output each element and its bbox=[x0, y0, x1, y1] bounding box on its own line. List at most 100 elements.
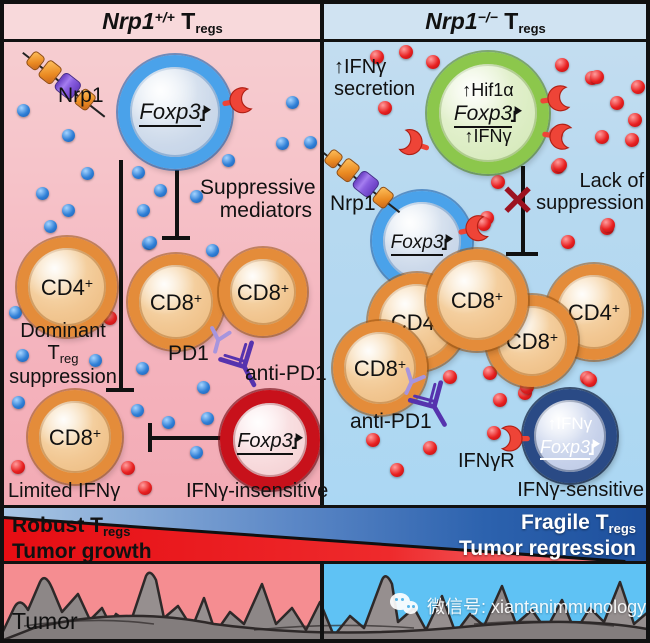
suppression-line-left-long bbox=[119, 160, 123, 390]
suppressive-mediator-dot bbox=[62, 204, 75, 217]
suppressive-mediator-dot bbox=[144, 236, 157, 249]
ifng-dot bbox=[555, 58, 569, 72]
ifng-dot bbox=[378, 101, 392, 115]
ifng-secretion-label: ↑IFNγ secretion bbox=[334, 56, 415, 100]
text-line: Fragile T bbox=[521, 511, 609, 534]
ifng-dot bbox=[631, 80, 645, 94]
inhibition-tbar bbox=[162, 236, 190, 240]
plus-superscript: + bbox=[193, 289, 203, 306]
suppressive-mediator-dot bbox=[136, 362, 149, 375]
cytokine-receptor-icon bbox=[222, 87, 253, 114]
ifng-dot bbox=[493, 393, 507, 407]
text-line: ↑IFNγ bbox=[334, 56, 387, 78]
suppressive-mediator-dot bbox=[190, 446, 203, 459]
ifng-sensitive-treg-cell: ↑IFNγ Foxp3 bbox=[523, 389, 617, 483]
suppressive-mediator-dot bbox=[286, 96, 299, 109]
cd8-tcell: CD8+ bbox=[28, 390, 122, 484]
ifng-dot bbox=[121, 461, 135, 475]
foxp3-gene-label: Foxp3 bbox=[539, 437, 591, 460]
wechat-bubble-small bbox=[403, 601, 418, 614]
robust-fragile-gradient-bar: Robust Tregs Tumor growth Fragile Tregs … bbox=[3, 505, 646, 564]
text-line: mediators bbox=[219, 199, 312, 223]
suppressive-mediator-dot bbox=[132, 166, 145, 179]
ifng-dot bbox=[601, 218, 615, 232]
fragile-tregs-label: Fragile Tregs Tumor regression bbox=[459, 511, 636, 561]
right-panel-title: Nrp1−/− Tregs bbox=[325, 8, 646, 36]
suppressive-mediator-dot bbox=[9, 306, 22, 319]
gene-name: Nrp1 bbox=[102, 8, 155, 34]
promoter-arrow-icon bbox=[442, 233, 454, 250]
ifng-dot bbox=[590, 70, 604, 84]
foxp3-gene-label: Foxp3 bbox=[453, 101, 513, 128]
lack-of-suppression-label: Lack of suppression bbox=[528, 170, 644, 214]
wechat-eye bbox=[401, 598, 404, 601]
nrp1-label: Nrp1 bbox=[330, 192, 376, 215]
suppressive-mediator-dot bbox=[304, 136, 317, 149]
suppressive-mediator-dot bbox=[16, 349, 29, 362]
allele-superscript: −/− bbox=[477, 9, 498, 25]
blocked-suppression-line bbox=[521, 166, 525, 254]
treg-subscript: regs bbox=[195, 21, 223, 36]
foxp3-gene-label: Foxp3 bbox=[139, 99, 201, 127]
ifng-receptor-icon bbox=[500, 425, 530, 452]
fragile-treg-cell: ↑Hif1α Foxp3 ↑IFNγ bbox=[427, 52, 549, 174]
suppressive-mediators-label: Suppressive mediators bbox=[200, 176, 316, 223]
suppressive-mediator-dot bbox=[201, 412, 214, 425]
left-panel-title: Nrp1+/+ Tregs bbox=[4, 8, 321, 36]
treg-t: T bbox=[181, 8, 196, 34]
ifng-up-label: ↑IFNγ bbox=[547, 414, 593, 433]
wechat-eye bbox=[412, 605, 415, 608]
ifng-dot bbox=[628, 113, 642, 127]
ifng-dot bbox=[370, 50, 384, 64]
ifng-dot bbox=[595, 130, 609, 144]
suppressive-mediator-dot bbox=[154, 184, 167, 197]
inhibition-tbar bbox=[148, 423, 152, 452]
foxp3-gene-label: Foxp3 bbox=[390, 231, 444, 256]
text-line: Tumor regression bbox=[459, 536, 636, 560]
plus-superscript: + bbox=[84, 274, 94, 291]
suppression-line-left-short bbox=[175, 170, 179, 238]
ifng-dot bbox=[443, 370, 457, 384]
promoter-arrow-icon bbox=[588, 439, 601, 455]
ifng-dot bbox=[610, 96, 624, 110]
suppressive-mediator-dot bbox=[190, 190, 203, 203]
ifng-dot bbox=[399, 45, 413, 59]
text-line: Robust T bbox=[12, 514, 103, 537]
ifngr-label: IFNγR bbox=[458, 450, 515, 472]
ifng-insensitive-treg-cell: Foxp3 bbox=[220, 390, 320, 490]
treg-t: T bbox=[47, 342, 60, 364]
panel-divider bbox=[320, 4, 324, 505]
suppressive-mediator-dot bbox=[131, 404, 144, 417]
ifng-dot bbox=[366, 433, 380, 447]
watermark: 微信号: xiantanimmunology bbox=[390, 593, 646, 619]
suppressive-mediator-dot bbox=[36, 187, 49, 200]
suppressive-mediator-dot bbox=[137, 204, 150, 217]
watermark-text: 微信号: xiantanimmunology bbox=[427, 597, 647, 617]
ifng-sensitive-label: IFNγ-sensitive bbox=[517, 479, 644, 501]
ifng-insensitive-label: IFNγ-insensitive bbox=[186, 480, 329, 502]
plus-superscript: + bbox=[549, 328, 559, 345]
foxp3-gene-label: Foxp3 bbox=[237, 429, 293, 455]
cd8-label: CD8 bbox=[450, 287, 495, 313]
anti-pd1-antibody-icon bbox=[218, 340, 257, 388]
treg-subscript: regs bbox=[518, 21, 546, 36]
cytokine-receptor-icon bbox=[398, 129, 430, 156]
plus-superscript: + bbox=[92, 424, 102, 441]
cd4-label: CD4 bbox=[40, 274, 85, 300]
cd8-label: CD8 bbox=[48, 424, 93, 450]
suppressive-mediator-dot bbox=[197, 381, 210, 394]
ifng-dot bbox=[491, 175, 505, 189]
ifng-dot bbox=[483, 366, 497, 380]
plus-superscript: + bbox=[280, 279, 290, 296]
cd4-label: CD4 bbox=[567, 299, 612, 325]
promoter-arrow-icon bbox=[511, 105, 523, 122]
text-line: suppression bbox=[9, 366, 117, 389]
tumor-label: Tumor bbox=[12, 608, 78, 634]
ifng-dot bbox=[553, 158, 567, 172]
promoter-arrow-icon bbox=[291, 432, 303, 449]
treg-t: T bbox=[504, 8, 519, 34]
suppressive-mediator-dot bbox=[276, 137, 289, 150]
text-line: Dominant bbox=[20, 320, 106, 342]
ifng-dot bbox=[477, 217, 491, 231]
